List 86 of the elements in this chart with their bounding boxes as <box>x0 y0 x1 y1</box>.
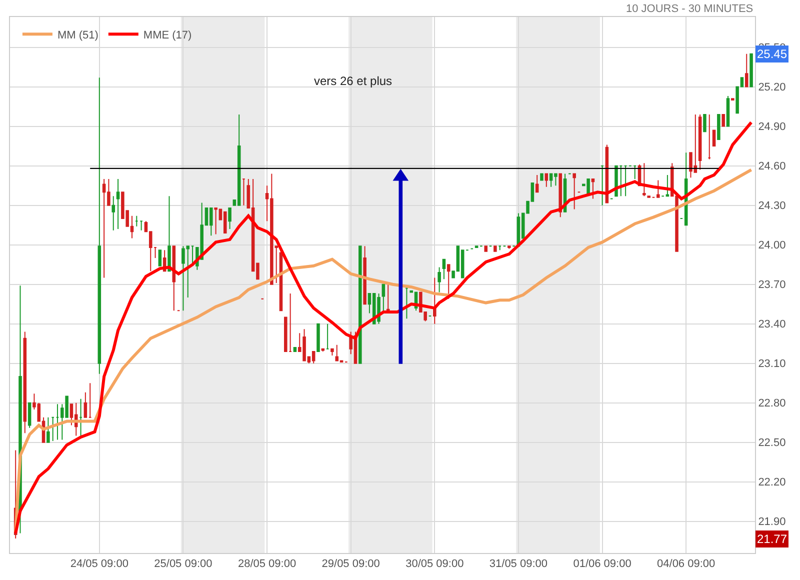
candlestick <box>46 416 50 443</box>
candlestick <box>438 266 441 293</box>
candlestick <box>116 178 120 230</box>
candlestick <box>358 246 362 364</box>
x-tick-label: 28/05 09:00 <box>238 558 296 570</box>
candlestick <box>335 344 339 362</box>
candlestick <box>572 173 576 210</box>
y-tick-label: 24.90 <box>758 121 786 134</box>
candlestick <box>28 402 32 428</box>
candlestick <box>656 180 660 198</box>
y-tick-label: 24.60 <box>758 160 786 173</box>
candlestick <box>624 165 628 197</box>
candlestick <box>600 165 604 206</box>
y-tick-label: 23.70 <box>758 279 786 292</box>
candlestick <box>540 173 544 181</box>
candlestick <box>722 114 725 127</box>
candlestick <box>79 398 82 436</box>
candlestick <box>382 284 386 312</box>
candlestick <box>703 114 706 132</box>
candlestick <box>642 162 646 197</box>
x-tick-label: 31/05 09:00 <box>489 558 548 570</box>
candlestick <box>708 114 712 160</box>
candlestick <box>433 277 436 324</box>
x-tick-label: 25/05 09:00 <box>154 558 212 570</box>
y-tick-label: 21.90 <box>758 516 786 528</box>
candlestick <box>237 114 241 206</box>
annotation: 25.45 <box>757 47 788 61</box>
candlestick <box>698 114 702 170</box>
candlestick <box>726 96 730 127</box>
candlestick <box>442 258 446 280</box>
text: 10 JOURS - 30 MINUTES <box>626 3 754 15</box>
y-tick-label: 24.00 <box>758 240 786 252</box>
candlestick <box>386 284 390 312</box>
candlestick <box>56 404 60 440</box>
x-tick-label: 04/06 09:00 <box>657 558 716 570</box>
y-tick-label: 25.20 <box>758 82 786 94</box>
candlestick <box>168 196 171 272</box>
candlestick <box>591 178 595 200</box>
y-tick-label: 22.20 <box>758 476 786 489</box>
candlestick <box>744 53 748 88</box>
x-tick-label: 01/06 09:00 <box>573 558 632 570</box>
y-tick-label: 23.40 <box>758 318 786 331</box>
candlestick <box>633 165 637 180</box>
x-tick-label: 24/05 09:00 <box>70 558 128 570</box>
candlestick <box>535 174 539 193</box>
candlestick <box>558 173 562 218</box>
legend-label: MM (51) <box>57 29 98 42</box>
annotation: 21.77 <box>757 532 788 546</box>
candlestick <box>460 250 464 278</box>
legend-label: MME (17) <box>143 29 192 42</box>
candlestick <box>135 215 138 227</box>
candlestick <box>330 348 334 356</box>
candlestick <box>223 211 227 234</box>
candlestick <box>23 331 27 434</box>
candlestick <box>446 264 450 300</box>
candlestick <box>619 165 623 197</box>
candlestick <box>242 178 246 206</box>
candlestick <box>228 207 232 230</box>
candlestick <box>112 196 116 231</box>
y-tick-label: 22.50 <box>758 437 786 450</box>
candlestick <box>484 246 488 252</box>
candlestick <box>316 323 320 352</box>
annotation: vers 26 et plus <box>314 74 392 88</box>
candlestick <box>88 382 92 418</box>
candlestick <box>158 250 162 266</box>
candlestick <box>498 246 502 251</box>
candlestick <box>544 173 548 188</box>
candlestick <box>293 347 297 352</box>
y-tick-label: 24.30 <box>758 200 786 212</box>
candlestick <box>717 114 720 140</box>
candlestick <box>508 246 511 250</box>
candlestick <box>172 246 176 312</box>
candlestick <box>326 323 330 350</box>
candlestick <box>84 392 88 418</box>
candlestick <box>666 174 670 197</box>
x-tick-label: 30/05 09:00 <box>406 558 464 570</box>
candlestick <box>494 246 497 252</box>
y-tick-label: 22.80 <box>758 398 786 410</box>
y-tick-label: 23.10 <box>758 358 786 370</box>
x-tick-label: 29/05 09:00 <box>322 558 380 570</box>
candlestick <box>363 246 366 305</box>
candlestick <box>140 220 143 231</box>
candlestick <box>750 53 753 88</box>
candlestick <box>51 416 54 442</box>
candlestick <box>312 351 316 364</box>
candlestick <box>405 286 408 320</box>
